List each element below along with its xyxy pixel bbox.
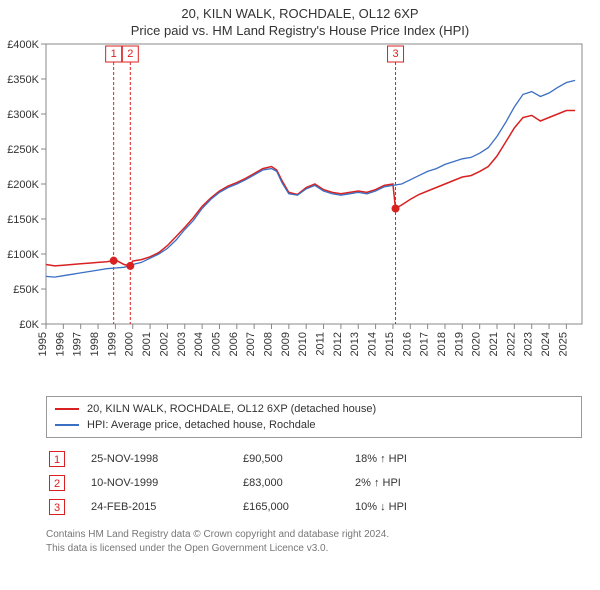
- svg-text:2006: 2006: [228, 332, 240, 356]
- svg-text:£150K: £150K: [7, 214, 39, 226]
- svg-text:1996: 1996: [54, 332, 66, 356]
- transaction-marker-cell: 2: [48, 472, 88, 494]
- svg-text:2010: 2010: [297, 332, 309, 356]
- legend-row: HPI: Average price, detached house, Roch…: [55, 417, 573, 433]
- svg-text:3: 3: [392, 48, 398, 60]
- transaction-date: 25-NOV-1998: [90, 448, 240, 470]
- svg-text:2: 2: [127, 48, 133, 60]
- footnote-block: Contains HM Land Registry data © Crown c…: [46, 528, 582, 555]
- svg-text:1: 1: [111, 48, 117, 60]
- svg-text:2007: 2007: [245, 332, 257, 356]
- footnote-line1: Contains HM Land Registry data © Crown c…: [46, 528, 582, 542]
- svg-text:£200K: £200K: [7, 179, 39, 191]
- svg-text:2020: 2020: [471, 332, 483, 356]
- chart-title-line2: Price paid vs. HM Land Registry's House …: [0, 23, 600, 38]
- transaction-price: £83,000: [242, 472, 352, 494]
- svg-text:2011: 2011: [315, 332, 327, 356]
- legend-box: 20, KILN WALK, ROCHDALE, OL12 6XP (detac…: [46, 396, 582, 438]
- transaction-change: 10% ↓ HPI: [354, 496, 474, 518]
- line-chart-svg: £0K £50K £100K £150K £200K £250K £300K £350K £40…: [0, 40, 600, 390]
- transaction-marker-cell: 3: [48, 496, 88, 518]
- footnote-line2: This data is licensed under the Open Gov…: [46, 542, 582, 556]
- transaction-price: £165,000: [242, 496, 352, 518]
- table-row: 2 10-NOV-1999£83,0002% ↑ HPI: [48, 472, 474, 494]
- svg-text:£350K: £350K: [7, 74, 39, 86]
- svg-text:1995: 1995: [37, 332, 49, 356]
- svg-text:£50K: £50K: [13, 284, 39, 296]
- svg-text:2017: 2017: [419, 332, 431, 356]
- transaction-date: 10-NOV-1999: [90, 472, 240, 494]
- legend-label: 20, KILN WALK, ROCHDALE, OL12 6XP (detac…: [87, 403, 376, 415]
- table-row: 3 24-FEB-2015£165,00010% ↓ HPI: [48, 496, 474, 518]
- svg-text:2008: 2008: [263, 332, 275, 356]
- svg-text:2004: 2004: [193, 332, 205, 356]
- chart-title-block: 20, KILN WALK, ROCHDALE, OL12 6XP Price …: [0, 0, 600, 40]
- svg-text:£300K: £300K: [7, 109, 39, 121]
- chart-plot-area: £0K £50K £100K £150K £200K £250K £300K £350K £40…: [0, 40, 600, 390]
- svg-text:1997: 1997: [72, 332, 84, 356]
- svg-text:2012: 2012: [332, 332, 344, 356]
- transaction-marker-number: 1: [49, 451, 65, 467]
- svg-text:2016: 2016: [401, 332, 413, 356]
- svg-text:2021: 2021: [488, 332, 500, 356]
- svg-text:2025: 2025: [557, 332, 569, 356]
- svg-text:1998: 1998: [89, 332, 101, 356]
- svg-text:2018: 2018: [436, 332, 448, 356]
- svg-text:2013: 2013: [349, 332, 361, 356]
- svg-text:2005: 2005: [210, 332, 222, 356]
- svg-text:1999: 1999: [106, 332, 118, 356]
- svg-text:2003: 2003: [176, 332, 188, 356]
- transaction-marker-number: 3: [49, 499, 65, 515]
- transactions-table: 1 25-NOV-1998£90,50018% ↑ HPI 2 10-NOV-1999…: [46, 446, 476, 520]
- svg-text:2024: 2024: [540, 332, 552, 356]
- svg-text:£400K: £400K: [7, 40, 39, 51]
- legend-swatch: [55, 408, 79, 410]
- svg-text:2009: 2009: [280, 332, 292, 356]
- transaction-date: 24-FEB-2015: [90, 496, 240, 518]
- chart-title-line1: 20, KILN WALK, ROCHDALE, OL12 6XP: [0, 6, 600, 21]
- legend-row: 20, KILN WALK, ROCHDALE, OL12 6XP (detac…: [55, 401, 573, 417]
- transaction-price: £90,500: [242, 448, 352, 470]
- svg-text:2014: 2014: [367, 332, 379, 356]
- transaction-marker-number: 2: [49, 475, 65, 491]
- svg-text:2023: 2023: [523, 332, 535, 356]
- svg-text:£100K: £100K: [7, 249, 39, 261]
- svg-text:£0K: £0K: [19, 319, 39, 331]
- table-row: 1 25-NOV-1998£90,50018% ↑ HPI: [48, 448, 474, 470]
- svg-text:2015: 2015: [384, 332, 396, 356]
- transaction-change: 2% ↑ HPI: [354, 472, 474, 494]
- svg-text:2022: 2022: [505, 332, 517, 356]
- svg-text:2019: 2019: [453, 332, 465, 356]
- transaction-marker-cell: 1: [48, 448, 88, 470]
- svg-text:2002: 2002: [158, 332, 170, 356]
- svg-text:2001: 2001: [141, 332, 153, 356]
- legend-label: HPI: Average price, detached house, Roch…: [87, 419, 316, 431]
- legend-swatch: [55, 424, 79, 426]
- transaction-change: 18% ↑ HPI: [354, 448, 474, 470]
- svg-text:£250K: £250K: [7, 144, 39, 156]
- svg-text:2000: 2000: [124, 332, 136, 356]
